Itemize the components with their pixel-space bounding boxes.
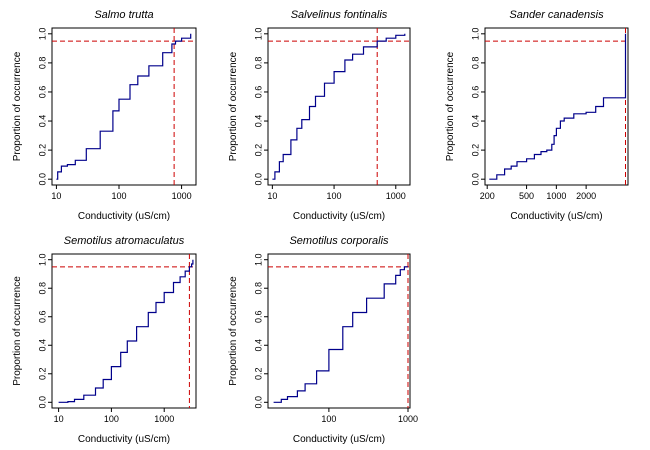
- y-tick-label: 0.2: [37, 144, 47, 157]
- y-tick-label: 0.6: [37, 86, 47, 99]
- y-tick-label: 0.4: [253, 115, 263, 128]
- y-tick-label: 0.8: [37, 282, 47, 295]
- plot-frame: [484, 27, 629, 186]
- chart-title: Salvelinus fontinalis: [291, 9, 388, 21]
- x-tick-label: 10: [51, 191, 61, 201]
- y-tick-label: 0.4: [253, 339, 263, 352]
- y-tick-label: 0.8: [37, 57, 47, 70]
- series-line: [58, 259, 194, 403]
- plot-frame: [267, 253, 411, 409]
- x-tick-label: 10: [54, 414, 64, 424]
- y-tick-label: 1.0: [37, 253, 47, 266]
- x-tick-label: 500: [519, 191, 534, 201]
- y-tick-label: 0.8: [253, 57, 263, 70]
- chart-title: Semotilus corporalis: [289, 235, 389, 247]
- y-tick-label: 0.2: [253, 368, 263, 381]
- chart-panel: Semotilus atromaculatus 10 100 1000 0.0 0.2 0.…: [12, 235, 197, 445]
- y-tick-label: 0.0: [37, 396, 47, 409]
- chart-title: Semotilus atromaculatus: [64, 235, 185, 247]
- chart-title: Salmo trutta: [94, 9, 153, 21]
- y-axis-label: Proportion of occurrence: [445, 51, 456, 161]
- chart-panel: Salmo trutta 10 100 1000 0.0 0.2 0.4 0.6 0.8 1.0 C…: [12, 9, 197, 222]
- x-tick-label: 100: [111, 191, 126, 201]
- y-tick-label: 0.6: [470, 86, 480, 99]
- plot-frame: [267, 27, 411, 186]
- chart-panel: Sander canadensis 200 500 1000 2000 0.0 0.2 0.4…: [445, 9, 629, 222]
- x-axis-label: Conductivity (uS/cm): [293, 434, 385, 445]
- chart-panel: Salvelinus fontinalis 10 100 1000 0.0 0.2 0.4 0…: [228, 9, 411, 222]
- x-tick-label: 2000: [576, 191, 596, 201]
- y-tick-label: 0.4: [37, 339, 47, 352]
- chart-panel: Semotilus corporalis 100 1000 0.0 0.2 0.4 0.6 0…: [228, 235, 418, 445]
- y-tick-label: 0.0: [253, 173, 263, 186]
- x-tick-label: 10: [267, 191, 277, 201]
- series-line: [489, 33, 627, 180]
- series-line: [273, 266, 408, 403]
- y-tick-label: 1.0: [470, 28, 480, 41]
- x-axis-label: Conductivity (uS/cm): [78, 211, 170, 222]
- y-tick-label: 0.2: [253, 144, 263, 157]
- y-tick-label: 0.0: [253, 396, 263, 409]
- chart-title: Sander canadensis: [509, 9, 604, 21]
- x-axis-label: Conductivity (uS/cm): [78, 434, 170, 445]
- x-tick-label: 100: [327, 191, 342, 201]
- x-tick-label: 1000: [398, 414, 418, 424]
- y-tick-label: 1.0: [253, 28, 263, 41]
- y-tick-label: 0.4: [470, 115, 480, 128]
- y-tick-label: 0.0: [37, 173, 47, 186]
- y-tick-label: 0.6: [253, 86, 263, 99]
- y-tick-label: 0.6: [253, 310, 263, 323]
- y-tick-label: 0.0: [470, 173, 480, 186]
- y-tick-label: 0.6: [37, 310, 47, 323]
- y-tick-label: 0.2: [470, 144, 480, 157]
- y-axis-label: Proportion of occurrence: [12, 51, 23, 161]
- y-tick-label: 0.2: [37, 368, 47, 381]
- y-tick-label: 1.0: [37, 28, 47, 41]
- x-tick-label: 200: [480, 191, 495, 201]
- plot-frame: [51, 27, 197, 186]
- y-tick-label: 0.8: [253, 282, 263, 295]
- x-tick-label: 1000: [546, 191, 566, 201]
- series-line: [272, 33, 406, 180]
- y-axis-label: Proportion of occurrence: [228, 51, 239, 161]
- y-tick-label: 0.4: [37, 115, 47, 128]
- y-tick-label: 1.0: [253, 253, 263, 266]
- x-axis-label: Conductivity (uS/cm): [293, 211, 385, 222]
- y-axis-label: Proportion of occurrence: [12, 276, 23, 386]
- y-axis-label: Proportion of occurrence: [228, 276, 239, 386]
- x-tick-label: 100: [321, 414, 336, 424]
- x-tick-label: 1000: [386, 191, 406, 201]
- y-tick-label: 0.8: [470, 57, 480, 70]
- series-line: [56, 33, 192, 180]
- x-axis-label: Conductivity (uS/cm): [510, 211, 602, 222]
- x-tick-label: 1000: [172, 191, 192, 201]
- x-tick-label: 100: [104, 414, 119, 424]
- plot-frame: [51, 253, 197, 409]
- x-tick-label: 1000: [154, 414, 174, 424]
